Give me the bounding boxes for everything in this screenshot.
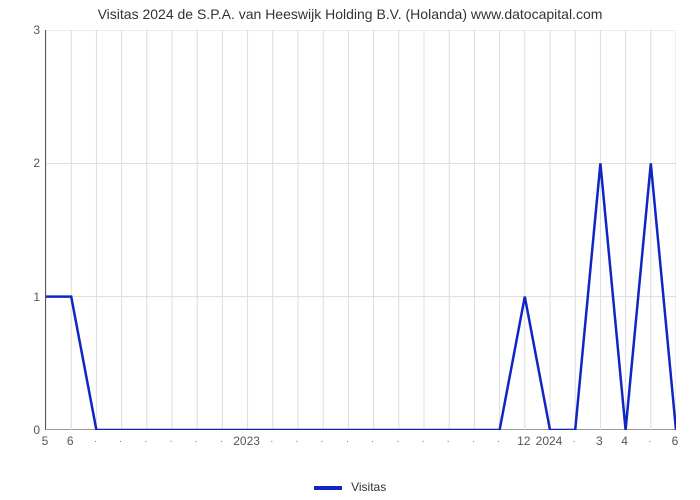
plot-area: [45, 30, 675, 430]
x-tick-dot: .: [396, 434, 399, 445]
x-tick-label: 2024: [536, 434, 563, 448]
x-tick-dot: .: [270, 434, 273, 445]
legend: Visitas: [0, 480, 700, 494]
x-tick-dot: .: [573, 434, 576, 445]
x-tick-label: 2023: [233, 434, 260, 448]
x-tick-dot: .: [220, 434, 223, 445]
x-tick-dot: .: [422, 434, 425, 445]
chart-svg: [46, 30, 676, 430]
x-tick-dot: .: [648, 434, 651, 445]
x-tick-label: 4: [621, 434, 628, 448]
x-tick-dot: .: [472, 434, 475, 445]
y-tick-label: 1: [10, 290, 40, 304]
y-tick-label: 2: [10, 156, 40, 170]
x-tick-label: 12: [517, 434, 530, 448]
chart-title: Visitas 2024 de S.P.A. van Heeswijk Hold…: [0, 6, 700, 22]
legend-label: Visitas: [351, 480, 386, 494]
x-tick-dot: .: [144, 434, 147, 445]
x-tick-dot: .: [170, 434, 173, 445]
x-tick-dot: .: [371, 434, 374, 445]
x-tick-dot: .: [119, 434, 122, 445]
y-tick-label: 3: [10, 23, 40, 37]
x-tick-dot: .: [94, 434, 97, 445]
x-tick-dot: .: [346, 434, 349, 445]
x-tick-label: 3: [596, 434, 603, 448]
x-tick-dot: .: [497, 434, 500, 445]
x-tick-dot: .: [296, 434, 299, 445]
chart-container: Visitas 2024 de S.P.A. van Heeswijk Hold…: [0, 0, 700, 500]
x-tick-label: 6: [672, 434, 679, 448]
x-tick-dot: .: [195, 434, 198, 445]
legend-swatch: [314, 486, 342, 490]
x-tick-label: 6: [67, 434, 74, 448]
y-tick-label: 0: [10, 423, 40, 437]
x-tick-dot: .: [321, 434, 324, 445]
x-tick-label: 5: [42, 434, 49, 448]
x-tick-dot: .: [447, 434, 450, 445]
